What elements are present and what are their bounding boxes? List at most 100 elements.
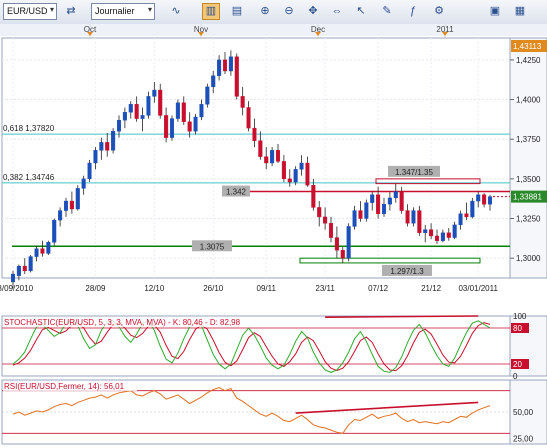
candle	[28, 254, 33, 273]
candle	[75, 185, 80, 211]
rsi-title: RSI(EUR/USD,Fermer, 14): 56,01	[4, 382, 125, 391]
candle	[352, 205, 357, 230]
candle-body	[482, 194, 487, 205]
month-label: Oct	[84, 25, 97, 34]
indicator-icon[interactable]: ƒ	[409, 5, 417, 17]
zoom-out-icon[interactable]: ⊖	[284, 5, 294, 17]
timeframe-select[interactable]: Journalier ▾	[91, 3, 155, 20]
symbol-select[interactable]: EUR/USD ▾	[3, 3, 57, 20]
candle	[158, 83, 163, 119]
candle-body	[222, 59, 228, 72]
chart-area[interactable]: Oct Nov Dec 2011 1,3000 1,3250 1,3500 1,3750 1,4…	[0, 24, 547, 448]
candle	[387, 191, 392, 211]
candle	[111, 128, 116, 154]
month-strip	[0, 24, 547, 36]
candle	[340, 247, 345, 263]
candle	[323, 207, 328, 230]
candle	[222, 51, 228, 75]
chart-toolbar: EUR/USD ▾ ⇄ Journalier ▾ ∿ ▥ ▤ ⊕ ⊖ ✥ ⇔ ↖…	[0, 0, 547, 25]
symbol-value: EUR/USD	[7, 6, 48, 16]
candle-body	[417, 210, 422, 233]
candle-body	[16, 265, 21, 276]
candle-body	[63, 200, 69, 211]
candle-body	[281, 161, 286, 180]
stochastic-tick-label: 80	[513, 324, 522, 333]
candle	[122, 107, 127, 129]
stochastic-level-box	[511, 359, 529, 369]
candle-body	[22, 265, 27, 272]
candle	[458, 210, 463, 230]
candle-body	[246, 107, 251, 129]
candle-body	[116, 119, 122, 132]
candle-body	[10, 273, 16, 283]
resistance-zone-label-box	[388, 165, 440, 177]
candle-body	[328, 223, 334, 238]
candle-body	[234, 56, 239, 97]
candle-body	[411, 210, 416, 224]
candle	[275, 143, 281, 163]
compare-icon[interactable]: ⇄	[66, 5, 76, 17]
candle-body	[175, 102, 180, 119]
candle	[81, 175, 86, 195]
candle	[440, 229, 445, 243]
candle	[334, 226, 339, 259]
support-zone	[299, 257, 481, 264]
candle-body	[464, 213, 469, 218]
rsi-tick-label: 25,00	[513, 435, 534, 444]
resistance-label: 1.342	[226, 188, 247, 197]
candle-body	[340, 250, 345, 259]
candle-body	[240, 96, 245, 108]
candle-body	[146, 96, 151, 116]
candle	[364, 199, 369, 222]
price-pane	[1, 37, 511, 279]
image-export-icon[interactable]: ▣	[489, 5, 501, 17]
scroll-icon[interactable]: ⇔	[331, 5, 343, 17]
candle-body	[187, 121, 192, 132]
month-marker-icon	[442, 32, 448, 36]
candle-body	[40, 248, 45, 254]
candle	[234, 53, 239, 100]
candle-body	[211, 75, 216, 88]
settings-icon[interactable]: ⚙	[434, 5, 444, 17]
cursor-icon[interactable]: ↖	[356, 5, 366, 17]
candle	[281, 155, 286, 183]
candle-body	[52, 219, 57, 243]
bar-chart-icon[interactable]: ▤	[231, 5, 243, 17]
line-chart-icon[interactable]: ∿	[171, 5, 181, 17]
candlestick-icon[interactable]: ▥	[202, 3, 220, 20]
candle-body	[293, 169, 298, 183]
candle-body	[311, 185, 316, 208]
zoom-in-icon[interactable]: ⊕	[260, 5, 270, 17]
month-label: Dec	[311, 25, 325, 34]
candle-body	[69, 200, 74, 210]
candle	[487, 194, 493, 211]
support-zone-label: 1.297/1.3	[390, 267, 424, 276]
candle-body	[387, 197, 392, 205]
candle	[393, 183, 398, 203]
high-price-box	[511, 40, 547, 52]
time-tick-label: 12/10	[144, 284, 165, 293]
candle	[252, 118, 257, 148]
price-tick-label: 1,4250	[516, 56, 541, 65]
rsi-trendline	[295, 401, 479, 414]
candle	[16, 264, 21, 281]
candle-body	[429, 229, 434, 237]
candle	[93, 147, 98, 170]
candle-body	[152, 89, 157, 97]
table-icon[interactable]: ▦	[514, 5, 526, 17]
rsi-axis	[509, 379, 547, 445]
candle	[128, 101, 133, 119]
candle	[452, 221, 457, 240]
pan-icon[interactable]: ✥	[308, 5, 318, 17]
drawing-icon[interactable]: ✎	[382, 5, 392, 17]
candle-body	[252, 127, 257, 141]
stochastic-trendline	[325, 315, 479, 318]
price-tick-label: 1,3250	[516, 215, 541, 224]
candle-body	[317, 207, 322, 218]
stochastic-tick-label: 20	[513, 360, 522, 369]
fib-618-label: 0,618 1,37820	[3, 124, 55, 133]
candle	[470, 197, 475, 219]
candle-body	[81, 178, 86, 189]
stochastic-k-line	[12, 318, 491, 373]
